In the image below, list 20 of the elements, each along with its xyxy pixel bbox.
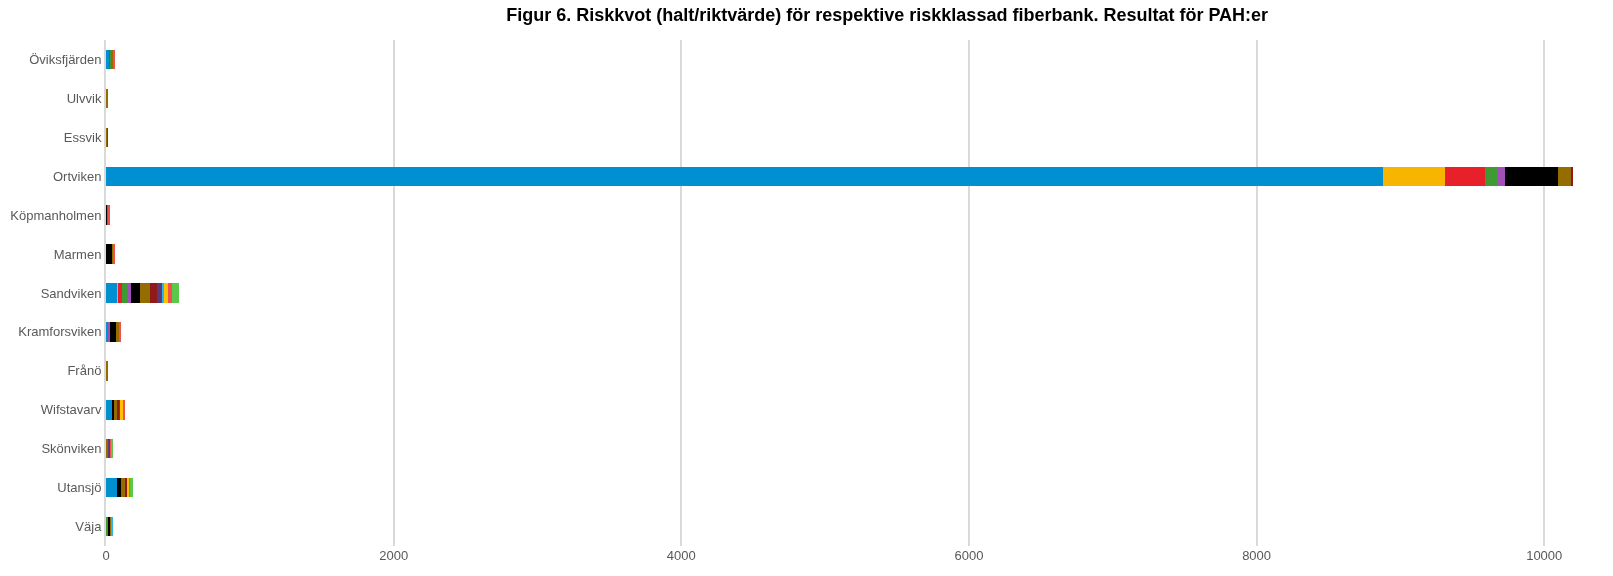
y-tick-label: Marmen: [53, 246, 102, 262]
y-tick-label: Sandviken: [40, 285, 102, 301]
chart-title: Figur 6. Riskkvot (halt/riktvärde) för respektive riskklassad fiberbank. Resultat för PAH:er: [506, 5, 1269, 26]
y-tick-label: Ulvvik: [66, 90, 102, 106]
x-tick-label: 6000: [954, 548, 984, 563]
y-tick-label: Essvik: [63, 129, 102, 145]
x-tick-label: 4000: [666, 548, 696, 563]
y-tick-label: Frånö: [67, 363, 102, 379]
y-tick-label: Väja: [75, 519, 103, 535]
x-tick-label: 10000: [1526, 548, 1563, 563]
y-tick-label: Utansjö: [57, 480, 102, 496]
y-tick-label: Wifstavarv: [40, 402, 102, 418]
y-tick-label: Öviksfjärden: [29, 52, 102, 68]
x-tick-label: 0: [102, 548, 110, 563]
y-tick-label: Kramforsviken: [18, 324, 102, 340]
y-tick-label: Ortviken: [52, 168, 102, 184]
x-tick-label: 2000: [379, 548, 409, 563]
x-tick-label: 8000: [1242, 548, 1272, 563]
y-tick-label: Köpmanholmen: [10, 207, 102, 223]
y-tick-label: Skönviken: [41, 441, 102, 457]
